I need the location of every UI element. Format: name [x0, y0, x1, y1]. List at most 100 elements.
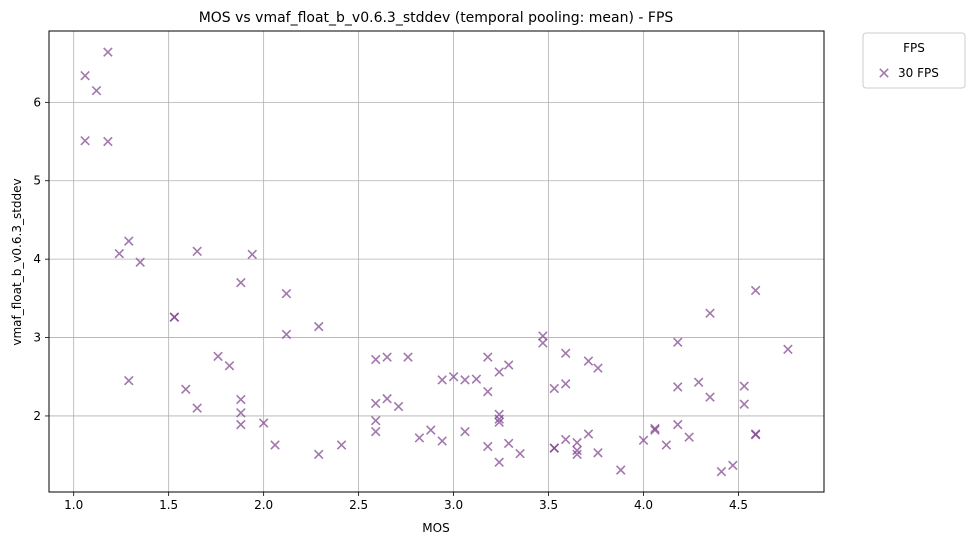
data-point [236, 408, 246, 418]
data-point [313, 321, 324, 332]
data-point [593, 363, 603, 373]
data-point [382, 352, 392, 362]
data-point [103, 47, 113, 57]
data-point [672, 337, 683, 348]
data-point [593, 448, 603, 458]
data-point [483, 386, 493, 397]
y-axis-ticks: 2 3 4 5 6 [33, 95, 49, 423]
data-point [91, 85, 102, 96]
legend-frame [862, 32, 966, 89]
data-point [638, 435, 649, 446]
chart-title: MOS vs vmaf_float_b_v0.6.3_stddev (tempo… [199, 10, 674, 26]
x-tick-label: 1.0 [64, 498, 83, 512]
data-point [169, 312, 180, 322]
x-tick-label: 4.0 [634, 498, 653, 512]
data-point [705, 308, 715, 319]
x-axis-ticks: 1.0 1.5 2.0 2.5 3.0 3.5 4.0 4.5 [64, 492, 748, 512]
data-point [549, 383, 560, 394]
legend-marker-x-icon [879, 68, 889, 78]
data-point [103, 136, 113, 147]
data-point [460, 375, 470, 385]
y-tick-label: 6 [33, 95, 41, 109]
data-point [716, 466, 727, 477]
data-point [124, 375, 134, 386]
y-tick-label: 2 [33, 409, 41, 423]
data-point [538, 338, 548, 348]
data-points [80, 47, 793, 477]
data-point [336, 440, 347, 450]
data-point [672, 419, 683, 430]
data-point [560, 434, 571, 445]
data-point [739, 381, 749, 391]
x-tick-label: 2.0 [254, 498, 273, 512]
data-point [560, 348, 571, 358]
plot-frame [48, 30, 825, 493]
data-point [572, 449, 582, 460]
legend: FPS 30 FPS [862, 32, 966, 89]
data-point [494, 417, 504, 427]
data-point [114, 248, 125, 259]
data-point [750, 285, 761, 296]
data-point [615, 465, 626, 475]
data-point [437, 375, 447, 385]
data-point [281, 329, 292, 340]
data-point [192, 246, 202, 257]
legend-marker-x-icon [879, 68, 889, 78]
data-point [650, 423, 660, 434]
data-point [270, 440, 280, 450]
data-point [80, 70, 90, 81]
y-axis-title: vmaf_float_b_v0.6.3_stddev [10, 178, 24, 345]
data-point [693, 377, 704, 388]
data-point [414, 433, 425, 443]
data-point [370, 398, 381, 409]
data-point [180, 384, 191, 395]
data-point [437, 436, 447, 446]
data-point [460, 426, 470, 437]
data-point [503, 438, 514, 449]
data-point [224, 361, 235, 371]
data-point [403, 352, 413, 362]
x-tick-label: 2.5 [349, 498, 368, 512]
legend-entry-label: 30 FPS [898, 66, 939, 80]
data-point [560, 379, 571, 389]
legend-title: FPS [903, 41, 925, 55]
data-point [672, 382, 683, 392]
data-point [494, 367, 504, 377]
y-tick-label: 5 [33, 174, 41, 188]
data-point [572, 437, 582, 448]
data-point [393, 401, 404, 412]
data-point [705, 392, 715, 402]
x-tick-label: 4.5 [729, 498, 748, 512]
data-point [448, 371, 459, 382]
data-point [192, 403, 202, 413]
data-point [494, 457, 504, 467]
data-point [549, 443, 560, 453]
data-point [515, 448, 525, 459]
data-point [247, 249, 258, 260]
data-point [572, 445, 582, 456]
data-point [739, 399, 749, 409]
data-point [213, 351, 223, 362]
grid-lines [49, 31, 824, 492]
data-point [483, 441, 493, 452]
data-point [258, 418, 269, 428]
data-point [236, 394, 246, 405]
data-point [494, 409, 504, 420]
data-point [684, 432, 694, 442]
data-point [426, 425, 436, 435]
data-point [370, 415, 381, 426]
data-point [135, 257, 145, 268]
y-tick-label: 3 [33, 331, 41, 345]
data-point [661, 440, 672, 450]
data-point [494, 414, 504, 424]
data-point [382, 393, 392, 404]
x-tick-label: 3.0 [444, 498, 463, 512]
data-point [313, 449, 324, 460]
data-point [281, 288, 292, 299]
data-point [538, 331, 548, 341]
y-tick-label: 4 [33, 252, 41, 266]
data-point [783, 344, 793, 355]
data-point [471, 374, 482, 384]
data-point [80, 135, 90, 146]
